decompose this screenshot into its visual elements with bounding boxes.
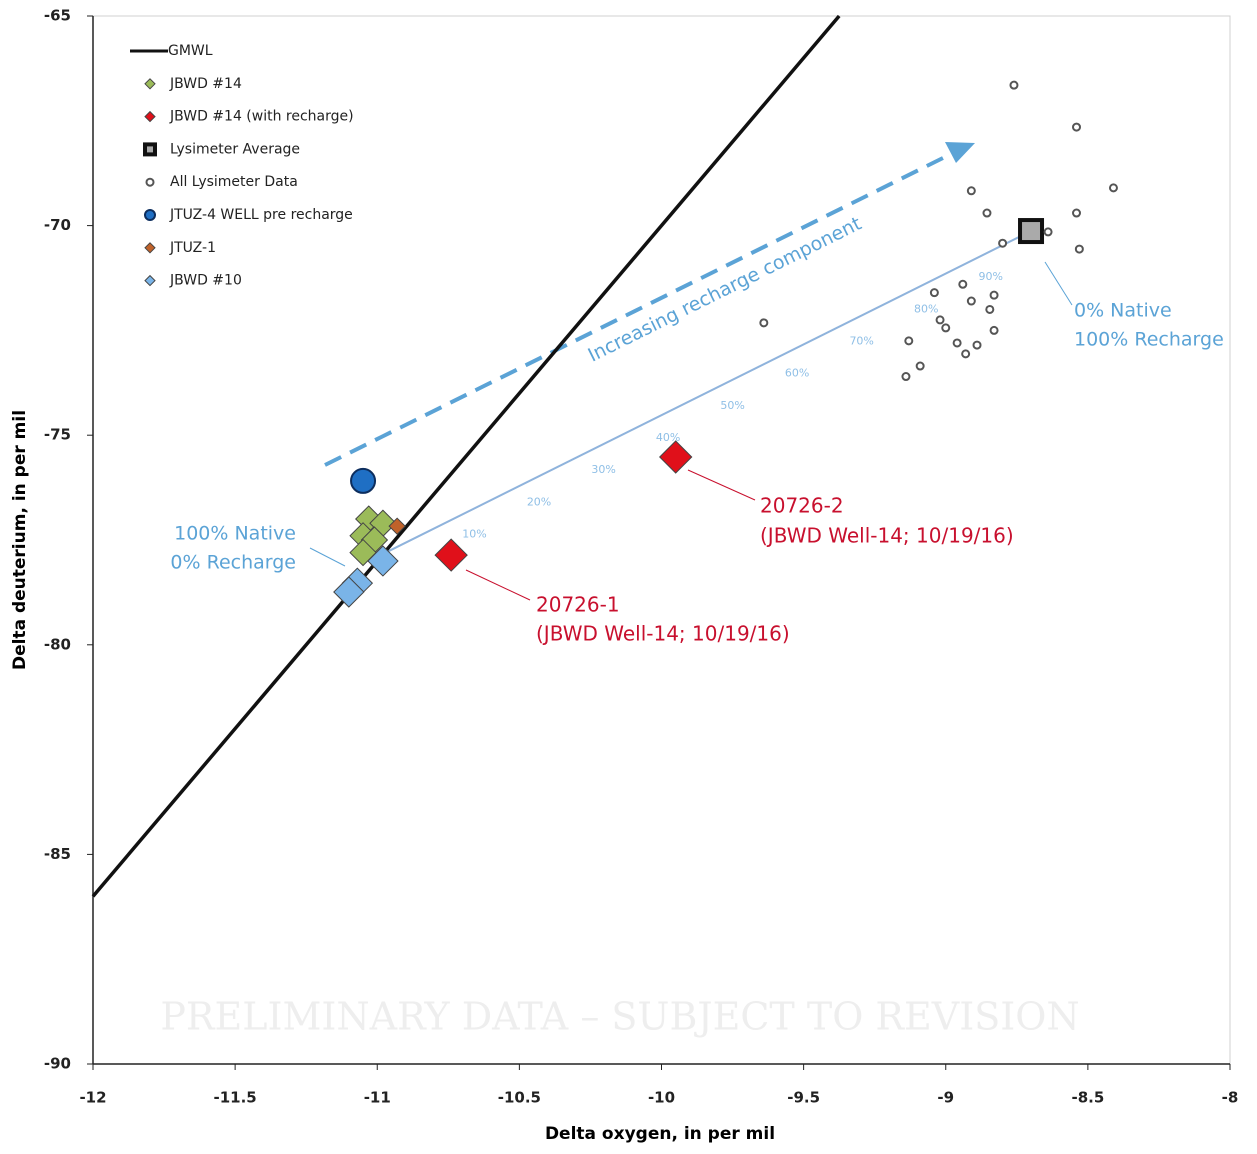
y-tick-label: -70 [44, 216, 71, 234]
mixing-label: 80% [914, 302, 938, 315]
mixing-label: 20% [527, 495, 551, 508]
y-axis-title: Delta deuterium, in per mil [10, 410, 30, 670]
mixing-label: 30% [591, 463, 615, 476]
x-tick-label: -11 [364, 1089, 391, 1107]
open-circle-marker [1072, 208, 1082, 218]
open-circle-marker [958, 279, 968, 289]
mixing-label: 50% [720, 399, 744, 412]
open-circle-marker [901, 372, 911, 382]
annotation: 20726-1 [536, 593, 620, 617]
x-tick-label: -8.5 [1071, 1089, 1104, 1107]
open-circle-marker [145, 177, 155, 187]
y-tick-label: -85 [44, 845, 71, 863]
diamond-marker [388, 517, 406, 535]
open-circle-marker [941, 323, 951, 333]
arrow-label: Increasing recharge component [585, 213, 865, 367]
open-circle-marker [935, 315, 945, 325]
diamond-marker [659, 440, 693, 474]
annotation: 0% Native [1074, 300, 1172, 322]
mixing-label: 70% [849, 335, 873, 348]
y-tick-label: -65 [44, 7, 71, 25]
circle-marker [144, 209, 156, 221]
legend-label: JBWD #14 [169, 76, 242, 92]
diamond-marker [144, 274, 156, 287]
open-circle-marker [985, 304, 995, 314]
open-circle-marker [1043, 227, 1053, 237]
x-tick-label: -10.5 [498, 1089, 541, 1107]
open-circle-marker [929, 288, 939, 298]
recharge-arrow [324, 150, 956, 467]
open-circle-marker [989, 290, 999, 300]
square-marker [143, 142, 157, 157]
open-circle-marker [966, 186, 976, 196]
diamond-marker [144, 242, 156, 254]
annotation: 100% Native [174, 523, 296, 545]
open-circle-marker [952, 338, 962, 348]
diamond-marker [434, 538, 468, 572]
legend-label: JTUZ-4 WELL pre recharge [169, 207, 353, 223]
legend-label: All Lysimeter Data [170, 174, 298, 190]
leader [1044, 261, 1073, 306]
y-tick-label: -90 [44, 1055, 71, 1073]
annotation: 0% Recharge [170, 552, 296, 574]
open-circle-marker [904, 336, 914, 346]
legend-label: JTUZ-1 [169, 240, 216, 256]
x-tick-label: -12 [79, 1089, 106, 1107]
x-tick-label: -9 [937, 1089, 954, 1107]
legend-label: Lysimeter Average [170, 141, 300, 157]
watermark: PRELIMINARY DATA – SUBJECT TO REVISION [160, 995, 1079, 1039]
circle-marker [350, 467, 377, 494]
x-tick-label: -11.5 [214, 1089, 257, 1107]
open-circle-marker [966, 296, 976, 306]
y-tick-label: -80 [44, 635, 71, 653]
y-tick-label: -75 [44, 426, 71, 444]
open-circle-marker [915, 361, 925, 371]
diamond-marker [144, 110, 156, 123]
diamond-marker [367, 545, 399, 577]
arrow-head [945, 142, 975, 163]
open-circle-marker [759, 318, 769, 328]
square-marker [1018, 218, 1045, 245]
mixing-label: 90% [979, 270, 1003, 283]
annotation: 100% Recharge [1074, 329, 1224, 351]
leader [465, 569, 531, 601]
open-circle-marker [1009, 80, 1019, 90]
x-axis-title: Delta oxygen, in per mil [545, 1124, 775, 1144]
legend-label: GMWL [168, 43, 213, 59]
open-circle-marker [1072, 122, 1082, 132]
open-circle-marker [989, 325, 999, 335]
mixing-label: 60% [785, 367, 809, 380]
mixing-label: 10% [462, 527, 486, 540]
open-circle-marker [998, 238, 1008, 248]
annotation: (JBWD Well-14; 10/19/16) [760, 524, 1014, 548]
open-circle-marker [972, 340, 982, 350]
open-circle-marker [1108, 183, 1118, 193]
diamond-marker [333, 576, 365, 608]
legend-label: JBWD #14 (with recharge) [169, 109, 354, 125]
annotation: 20726-2 [760, 494, 844, 518]
diamond-marker [144, 78, 156, 90]
x-tick-label: -10 [648, 1089, 675, 1107]
open-circle-marker [1074, 244, 1084, 254]
leader [687, 469, 756, 501]
annotation: (JBWD Well-14; 10/19/16) [536, 622, 790, 646]
mixing-line [385, 230, 1032, 554]
leader [309, 547, 346, 567]
open-circle-marker [961, 349, 971, 359]
x-tick-label: -8 [1222, 1089, 1239, 1107]
legend-label: JBWD #10 [169, 273, 242, 289]
mixing-label: 40% [656, 431, 680, 444]
x-tick-label: -9.5 [787, 1089, 820, 1107]
open-circle-marker [982, 208, 992, 218]
gmwl-line [91, 14, 841, 898]
